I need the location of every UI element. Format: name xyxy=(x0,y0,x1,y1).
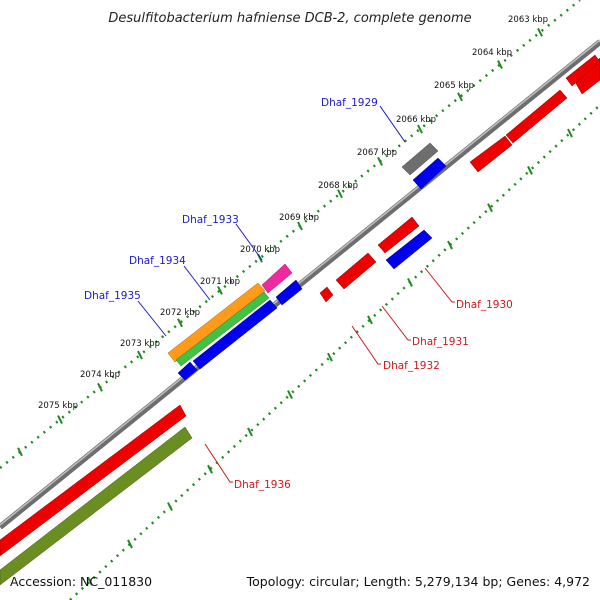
ruler-label: 2064 kbp xyxy=(472,48,512,58)
ruler-label: 2065 kbp xyxy=(434,81,474,91)
ruler-tick xyxy=(87,576,93,586)
ruler-tick xyxy=(497,60,503,69)
ruler-tick xyxy=(57,415,63,425)
gene-label[interactable]: Dhaf_1931 xyxy=(412,336,469,348)
ruler-tick xyxy=(527,165,533,175)
ruler-tick xyxy=(327,352,333,362)
gene-red[interactable] xyxy=(0,404,187,557)
leader-line xyxy=(183,265,211,301)
gene-label[interactable]: Dhaf_1934 xyxy=(129,255,186,267)
ruler-label: 2073 kbp xyxy=(120,339,160,349)
ruler-label: 2075 kbp xyxy=(38,401,78,411)
ruler-major-ticks xyxy=(17,27,573,586)
gene-dhaf-1929[interactable] xyxy=(401,142,439,176)
ruler-tick xyxy=(127,539,133,549)
gene-label[interactable]: Dhaf_1936 xyxy=(234,479,291,491)
ruler-label: 2072 kbp xyxy=(160,308,200,318)
gene-label[interactable]: Dhaf_1933 xyxy=(182,214,239,226)
ruler-tick xyxy=(17,447,23,457)
leader-line xyxy=(204,443,233,483)
outer-ruler-track xyxy=(0,0,581,469)
gene-red[interactable] xyxy=(565,54,600,87)
ruler-tick xyxy=(137,350,143,360)
ruler-label: 2066 kbp xyxy=(396,115,436,125)
gene-blue[interactable] xyxy=(412,157,447,190)
ruler-tick xyxy=(337,189,343,199)
gene-blue[interactable] xyxy=(275,279,303,306)
leader-line xyxy=(137,300,167,337)
ruler-tick xyxy=(167,502,173,512)
ruler-tick xyxy=(457,92,463,102)
genome-backbone-highlight xyxy=(0,39,600,526)
accession-text: Accession: NC_011830 xyxy=(10,574,152,589)
inner-ruler-track xyxy=(69,104,600,600)
ruler-tick xyxy=(537,27,543,37)
gene-blue[interactable] xyxy=(177,361,198,381)
leader-line xyxy=(381,305,411,341)
ruler-label: 2068 kbp xyxy=(318,181,358,191)
ruler-tick xyxy=(207,464,213,474)
ruler-tick xyxy=(177,318,183,328)
ruler-tick xyxy=(97,382,103,392)
gene-red[interactable] xyxy=(505,89,568,144)
ruler-label: 2070 kbp xyxy=(240,245,280,255)
gene-dhaf-1934[interactable] xyxy=(175,291,270,367)
ruler-tick xyxy=(297,221,303,231)
gene-label[interactable]: Dhaf_1932 xyxy=(383,360,440,372)
gene-blue[interactable] xyxy=(385,229,433,270)
ruler-tick xyxy=(407,278,413,287)
ruler-label: 2067 kbp xyxy=(357,148,397,158)
gene-dhaf-1932[interactable] xyxy=(319,286,334,303)
map-title: Desulfitobacterium hafniense DCB-2, comp… xyxy=(108,11,471,26)
gene-blue[interactable] xyxy=(192,299,278,370)
ruler-tick xyxy=(287,390,293,399)
ruler-tick xyxy=(217,286,223,295)
ruler-label: 2069 kbp xyxy=(279,213,319,223)
ruler-tick xyxy=(487,203,493,213)
genome-summary-text: Topology: circular; Length: 5,279,134 bp… xyxy=(246,574,590,589)
genome-backbone xyxy=(0,39,600,530)
ruler-tick xyxy=(367,315,373,325)
gene-red[interactable] xyxy=(469,135,513,173)
ruler-label: 2063 kbp xyxy=(508,15,548,25)
ruler-tick xyxy=(567,128,573,138)
gene-label[interactable]: Dhaf_1930 xyxy=(456,299,513,311)
gene-dhaf-1931[interactable] xyxy=(335,252,377,290)
ruler-label: 2071 kbp xyxy=(200,277,240,287)
gene-dhaf-1935[interactable] xyxy=(167,282,266,363)
leader-line xyxy=(424,267,455,303)
leader-line xyxy=(351,325,381,365)
gene-dhaf-1933[interactable] xyxy=(261,263,293,294)
ruler-label: 2074 kbp xyxy=(80,370,120,380)
ruler-tick xyxy=(447,240,453,250)
ruler-tick xyxy=(417,124,423,134)
gene-label[interactable]: Dhaf_1935 xyxy=(84,290,141,302)
leader-line xyxy=(235,223,263,261)
gene-label[interactable]: Dhaf_1929 xyxy=(321,97,378,109)
gene-dhaf-1936[interactable] xyxy=(0,426,193,586)
gene-dhaf-1930[interactable] xyxy=(377,216,420,254)
leader-line xyxy=(379,105,406,143)
ruler-tick xyxy=(377,156,383,166)
ruler-tick xyxy=(247,427,253,437)
